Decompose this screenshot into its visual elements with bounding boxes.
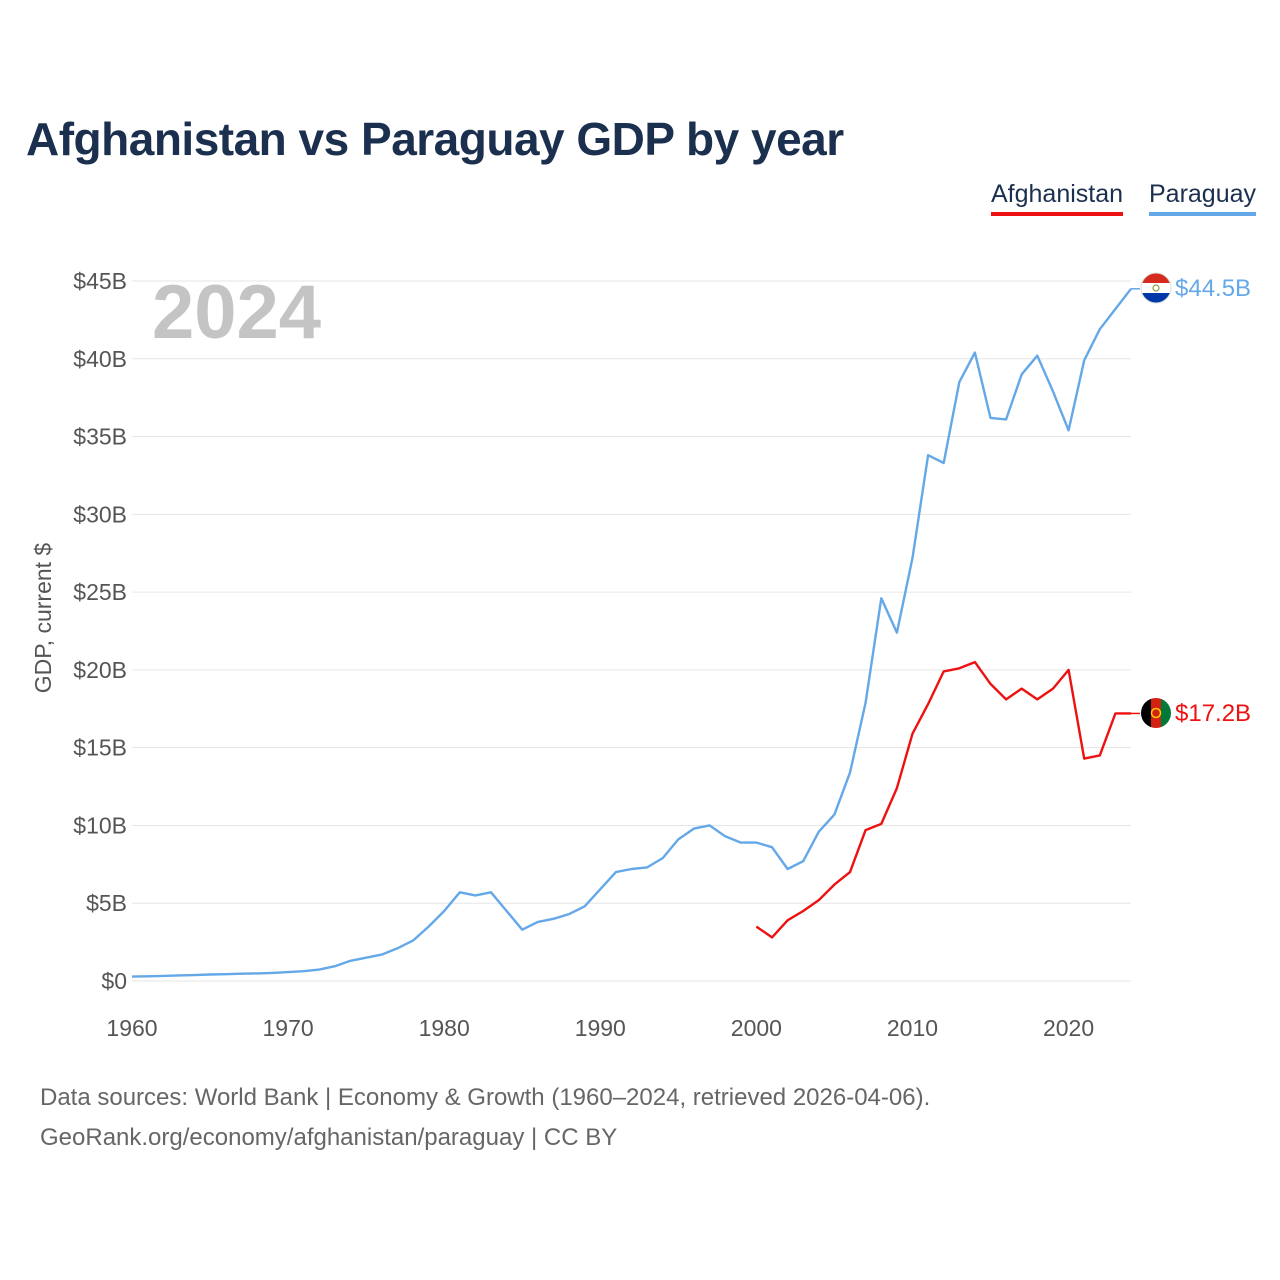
series-lines (131, 288, 1140, 978)
x-tick-label: 2000 (731, 1015, 782, 1041)
afghanistan-end-value: $17.2B (1175, 700, 1251, 727)
x-tick-label: 1960 (106, 1015, 157, 1041)
x-tick-label: 1970 (263, 1015, 314, 1041)
line-chart: 2024 $0 $5B $10B $15B $20B $25B $30B $35B $40B $4… (30, 268, 1251, 1041)
afghanistan-flag-icon (1141, 698, 1171, 728)
paraguay-series-line[interactable] (131, 288, 1132, 978)
y-tick-label: $40B (73, 346, 127, 372)
y-axis-ticks: $0 $5B $10B $15B $20B $25B $30B $35B $40B $45B (73, 268, 127, 994)
y-axis-title: GDP, current $ (30, 543, 56, 694)
data-source-note: Data sources: World Bank | Economy & Gro… (40, 1084, 931, 1111)
y-tick-label: $20B (73, 657, 127, 683)
y-tick-label: $30B (73, 501, 127, 527)
paraguay-end-value: $44.5B (1175, 275, 1251, 302)
y-tick-label: $5B (86, 890, 127, 916)
source-link[interactable]: GeoRank.org/economy/afghanistan/paraguay… (40, 1124, 618, 1151)
x-axis-ticks: 1960 1970 1980 1990 2000 2010 2020 (106, 1015, 1094, 1041)
x-tick-label: 2020 (1043, 1015, 1094, 1041)
y-tick-label: $10B (73, 812, 127, 838)
gridlines (132, 280, 1131, 982)
chart-title: Afghanistan vs Paraguay GDP by year (26, 113, 844, 165)
y-tick-label: $35B (73, 424, 127, 450)
x-tick-label: 1990 (575, 1015, 626, 1041)
y-tick-label: $25B (73, 579, 127, 605)
legend-item-afghanistan[interactable]: Afghanistan (991, 180, 1124, 216)
paraguay-flag-icon (1140, 272, 1172, 304)
y-tick-label: $0 (101, 968, 127, 994)
year-watermark: 2024 (152, 270, 321, 355)
afghanistan-series-line[interactable] (755, 660, 1131, 939)
y-tick-label: $45B (73, 268, 127, 294)
x-tick-label: 2010 (887, 1015, 938, 1041)
y-tick-label: $15B (73, 735, 127, 761)
x-tick-label: 1980 (419, 1015, 470, 1041)
legend-item-paraguay[interactable]: Paraguay (1149, 180, 1257, 216)
